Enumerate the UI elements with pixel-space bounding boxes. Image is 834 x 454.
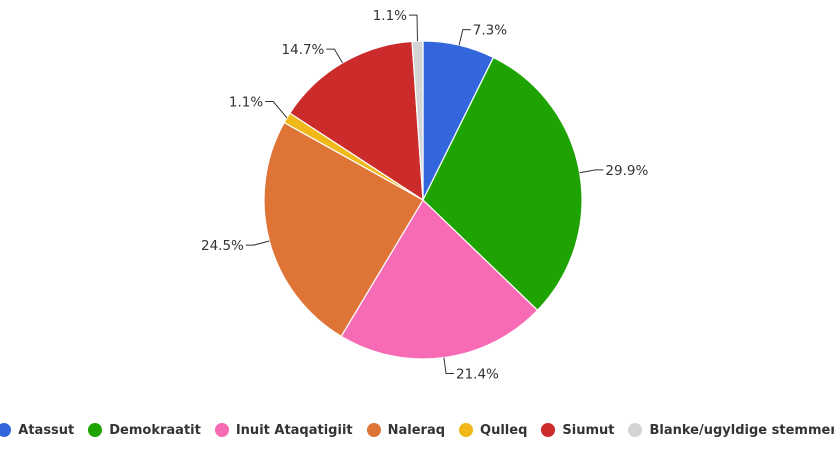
label-leader-line	[443, 357, 454, 374]
label-leader-line	[245, 240, 270, 246]
legend-item[interactable]: Blanke/ugyldige stemmer	[628, 423, 834, 438]
legend-item[interactable]: Naleraq	[366, 422, 446, 438]
legend-swatch-icon	[628, 423, 643, 437]
slice-label: 7.3%	[473, 23, 507, 39]
legend: Atassut Demokraatit Inuit Ataqatigiit Naler…	[0, 420, 834, 440]
legend-label: Qulleq	[480, 422, 528, 438]
label-leader-line	[458, 29, 471, 46]
slice-label: 21.4%	[456, 367, 499, 383]
label-leaders	[245, 14, 604, 374]
legend-item[interactable]: Siumut	[541, 423, 614, 438]
pie-slice-inuit-ataqatigiit[interactable]	[340, 199, 539, 360]
slice-label: 1.1%	[373, 8, 407, 24]
legend-label: Naleraq	[387, 422, 446, 438]
legend-item[interactable]: Demokraatit	[88, 423, 201, 438]
label-leader-line	[409, 14, 418, 42]
legend-label: Blanke/ugyldige stemmer	[649, 422, 834, 438]
pie-chart: 7.3% 29.9% 21.4% 24.5% 1.1% 14.7% 1.1%	[201, 8, 648, 382]
legend-swatch-icon	[366, 423, 381, 437]
legend-label: Demokraatit	[109, 422, 201, 438]
legend-label: Siumut	[562, 422, 615, 438]
legend-swatch-icon	[214, 423, 229, 437]
pie-slices	[263, 40, 583, 360]
legend-item[interactable]: Inuit Ataqatigiit	[214, 422, 353, 438]
legend-label: Atassut	[18, 422, 75, 438]
legend-swatch-icon	[88, 423, 103, 437]
slice-label: 1.1%	[229, 95, 263, 111]
label-leader-line	[326, 48, 343, 64]
label-leader-line	[265, 101, 288, 119]
legend-swatch-icon	[459, 423, 474, 437]
legend-swatch-icon	[541, 423, 556, 437]
legend-label: Inuit Ataqatigiit	[235, 422, 353, 438]
slice-label: 24.5%	[201, 238, 244, 254]
slice-label: 14.7%	[282, 42, 325, 58]
legend-swatch-icon	[0, 423, 12, 437]
slice-labels: 7.3% 29.9% 21.4% 24.5% 1.1% 14.7% 1.1%	[201, 8, 648, 382]
slice-label: 29.9%	[605, 163, 648, 179]
legend-item[interactable]: Qulleq	[459, 423, 527, 438]
pie-slice-demokraatit[interactable]	[422, 56, 583, 312]
label-leader-line	[579, 169, 604, 174]
legend-item[interactable]: Atassut	[0, 423, 74, 438]
